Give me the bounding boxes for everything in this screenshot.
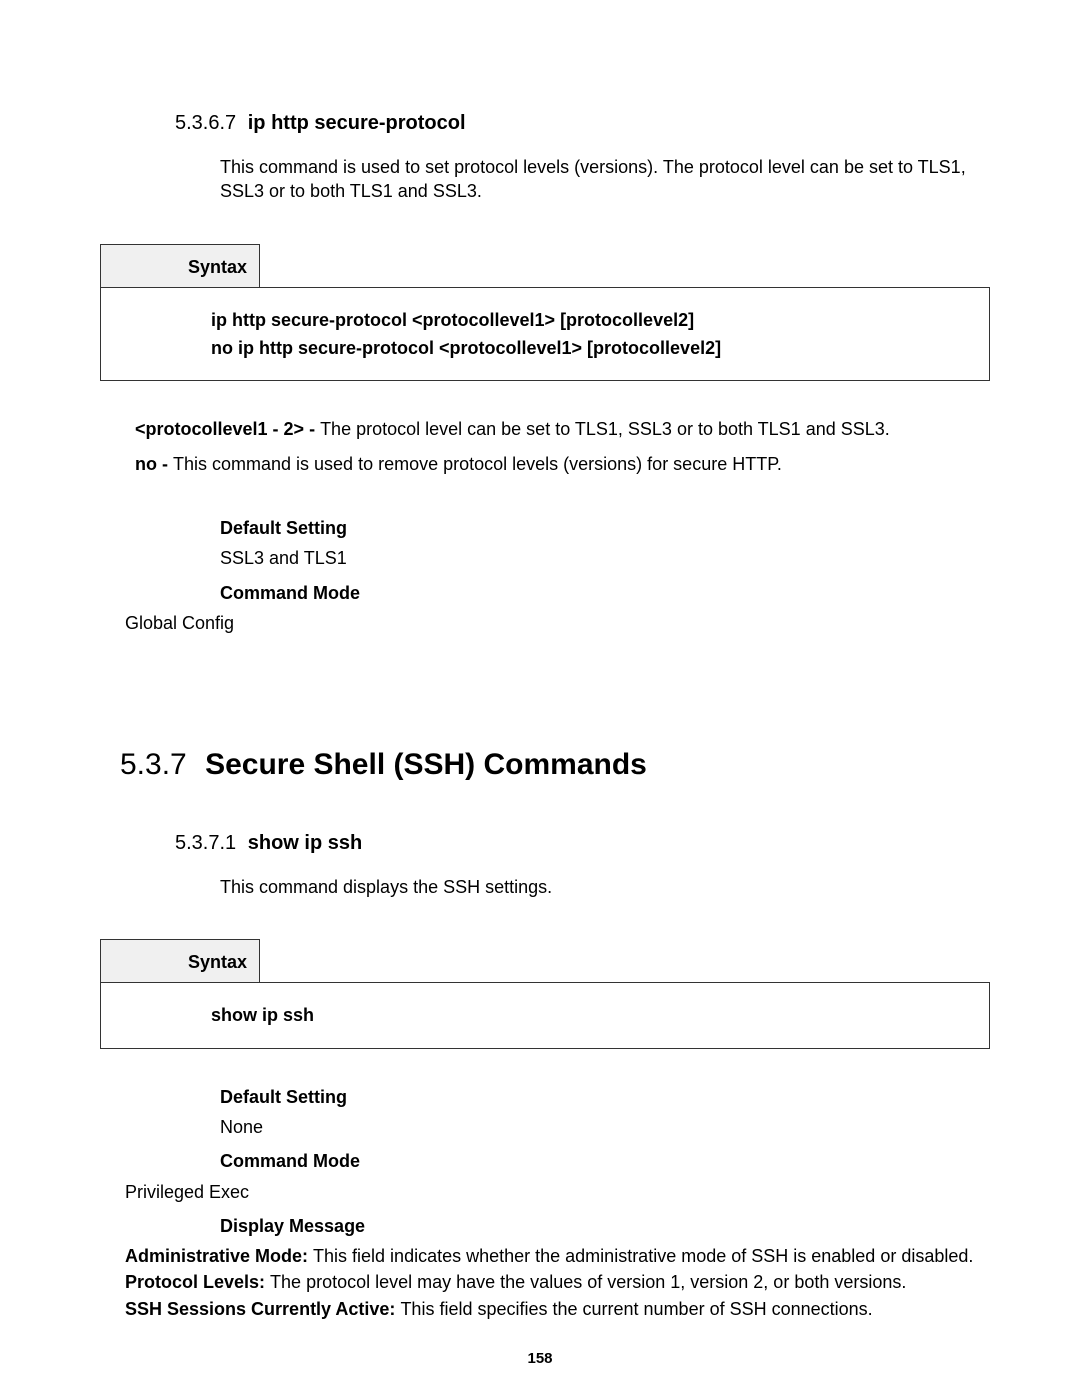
command-mode-value: Global Config	[125, 611, 990, 635]
page-number: 158	[0, 1349, 1080, 1369]
section-title: Secure Shell (SSH) Commands	[205, 748, 647, 781]
subsection-description: This command displays the SSH settings.	[220, 875, 990, 899]
syntax-box-secure-protocol: Syntax ip http secure-protocol <protocol…	[100, 244, 990, 382]
subsection-title: ip http secure-protocol	[248, 112, 466, 134]
param-desc: This command is used to remove protocol …	[173, 454, 782, 474]
default-setting-value: SSL3 and TLS1	[220, 546, 990, 570]
subsection-title: show ip ssh	[248, 832, 362, 854]
syntax-body: ip http secure-protocol <protocollevel1>…	[100, 287, 990, 382]
syntax-line: no ip http secure-protocol <protocolleve…	[211, 336, 969, 360]
display-message-term: Protocol Levels:	[125, 1272, 270, 1292]
syntax-line: ip http secure-protocol <protocollevel1>…	[211, 308, 969, 332]
display-message-desc: The protocol level may have the values o…	[270, 1272, 906, 1292]
section-heading-ssh-commands: 5.3.7 Secure Shell (SSH) Commands	[120, 745, 990, 786]
subsection-heading-show-ip-ssh: 5.3.7.1 show ip ssh	[175, 830, 990, 857]
default-setting-label: Default Setting	[220, 1085, 990, 1109]
display-message-line: Administrative Mode: This field indicate…	[125, 1244, 990, 1268]
default-setting-value: None	[220, 1115, 990, 1139]
subsection-number: 5.3.6.7	[175, 112, 236, 134]
param-line-no: no - This command is used to remove prot…	[135, 452, 990, 476]
param-desc: The protocol level can be set to TLS1, S…	[320, 419, 890, 439]
syntax-body: show ip ssh	[100, 982, 990, 1048]
display-message-term: Administrative Mode:	[125, 1246, 313, 1266]
subsection-number: 5.3.7.1	[175, 832, 236, 854]
default-setting-label: Default Setting	[220, 516, 990, 540]
document-page: 5.3.6.7 ip http secure-protocol This com…	[0, 0, 1080, 1397]
param-line-protocollevel: <protocollevel1 - 2> - The protocol leve…	[135, 417, 990, 441]
subsection-heading-secure-protocol: 5.3.6.7 ip http secure-protocol	[175, 110, 990, 137]
command-mode-label: Command Mode	[220, 581, 990, 605]
subsection-description: This command is used to set protocol lev…	[220, 155, 990, 204]
settings-block: Default Setting SSL3 and TLS1 Command Mo…	[100, 516, 990, 635]
param-name: <protocollevel1 - 2> -	[135, 419, 320, 439]
display-message-line: SSH Sessions Currently Active: This fiel…	[125, 1297, 990, 1321]
settings-block: Default Setting None Command Mode Privil…	[100, 1085, 990, 1238]
command-mode-value: Privileged Exec	[125, 1180, 990, 1204]
section-number: 5.3.7	[120, 748, 187, 781]
syntax-line: show ip ssh	[211, 1003, 969, 1027]
display-message-label: Display Message	[220, 1214, 990, 1238]
param-name: no -	[135, 454, 173, 474]
display-message-block: Administrative Mode: This field indicate…	[125, 1244, 990, 1321]
display-message-line: Protocol Levels: The protocol level may …	[125, 1270, 990, 1294]
syntax-box-show-ip-ssh: Syntax show ip ssh	[100, 939, 990, 1049]
syntax-tab-label: Syntax	[100, 244, 260, 287]
display-message-term: SSH Sessions Currently Active:	[125, 1299, 400, 1319]
display-message-desc: This field specifies the current number …	[400, 1299, 872, 1319]
display-message-desc: This field indicates whether the adminis…	[313, 1246, 973, 1266]
command-mode-label: Command Mode	[220, 1149, 990, 1173]
syntax-tab-label: Syntax	[100, 939, 260, 982]
